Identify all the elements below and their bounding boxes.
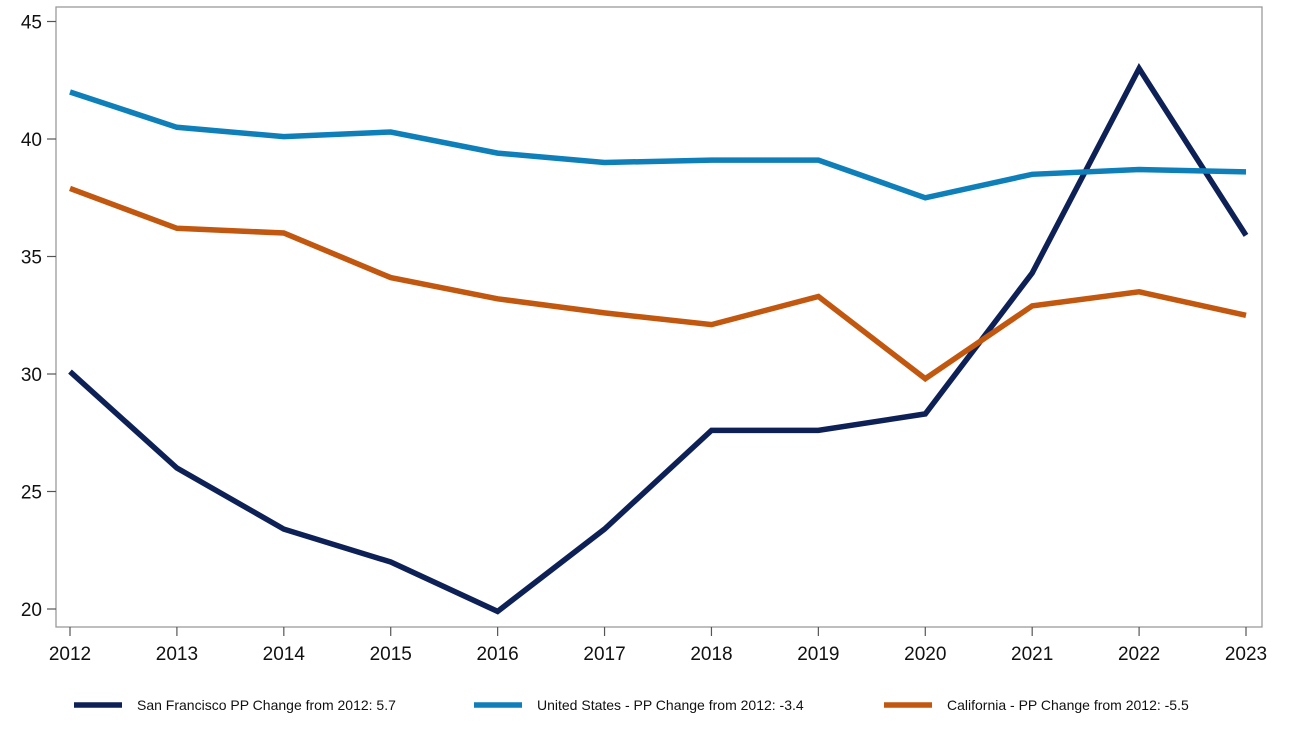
plot-frame (55, 6, 1263, 628)
x-axis: 2012 2013 2014 2015 2016 2017 2018 2019 2020 2021… (49, 627, 1267, 665)
x-tick-label: 2020 (904, 644, 946, 665)
legend-item-united-states: United States - PP Change from 2012: -3.… (474, 697, 804, 713)
y-tick-label: 45 (21, 13, 42, 34)
legend-label: United States - PP Change from 2012: -3.… (537, 697, 804, 713)
y-tick-label: 20 (21, 600, 42, 621)
x-tick-label: 2014 (263, 644, 306, 665)
y-tick-label: 35 (21, 248, 42, 269)
san-francisco-line (68, 63, 1249, 615)
legend-label: San Francisco PP Change from 2012: 5.7 (137, 697, 396, 713)
x-tick-label: 2017 (583, 644, 625, 665)
y-axis: 20 25 30 35 40 45 (21, 13, 56, 621)
x-tick-label: 2012 (49, 644, 91, 665)
california-line (69, 185, 1247, 383)
y-tick-label: 40 (21, 130, 42, 151)
legend-item-california: California - PP Change from 2012: -5.5 (884, 697, 1189, 713)
x-tick-label: 2021 (1011, 644, 1053, 665)
series-lines (68, 63, 1249, 615)
x-tick-label: 2018 (690, 644, 732, 665)
united-states-line (69, 89, 1247, 201)
x-tick-label: 2019 (797, 644, 839, 665)
x-tick-label: 2015 (370, 644, 412, 665)
legend: San Francisco PP Change from 2012: 5.7 Un… (74, 697, 1189, 713)
x-tick-label: 2023 (1225, 644, 1267, 665)
y-tick-label: 30 (21, 365, 42, 386)
y-tick-label: 25 (21, 483, 42, 504)
x-tick-label: 2016 (476, 644, 518, 665)
legend-label: California - PP Change from 2012: -5.5 (947, 697, 1189, 713)
x-tick-label: 2022 (1118, 644, 1160, 665)
legend-item-san-francisco: San Francisco PP Change from 2012: 5.7 (74, 697, 396, 713)
x-tick-label: 2013 (156, 644, 198, 665)
